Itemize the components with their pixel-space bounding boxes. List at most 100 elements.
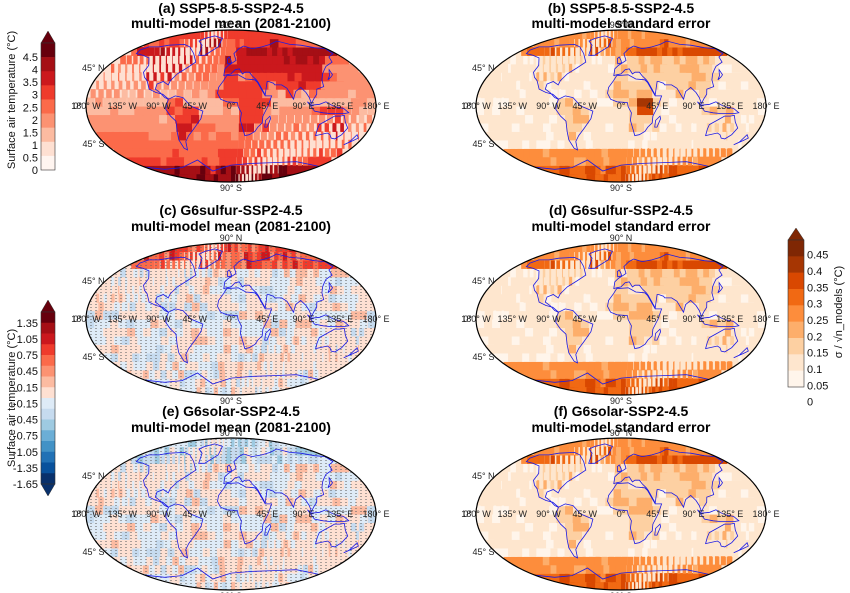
field-cell bbox=[621, 556, 628, 566]
field-cell bbox=[193, 80, 201, 90]
field-cell bbox=[573, 522, 583, 532]
field-cell bbox=[565, 310, 574, 320]
field-cell bbox=[621, 378, 626, 388]
field-cell bbox=[509, 114, 521, 124]
field-cell bbox=[553, 488, 560, 498]
field-cell bbox=[178, 55, 180, 65]
field-cell bbox=[185, 63, 190, 73]
field-cell bbox=[544, 259, 550, 269]
field-cell bbox=[542, 497, 550, 507]
field-cell bbox=[661, 319, 670, 329]
colorbar-swatch bbox=[41, 473, 55, 485]
field-cell bbox=[184, 89, 192, 99]
field-cell bbox=[204, 148, 214, 158]
field-cell bbox=[675, 335, 682, 345]
field-cell bbox=[585, 38, 588, 48]
field-cell bbox=[574, 268, 576, 278]
field-cell bbox=[638, 173, 639, 182]
field-cell bbox=[120, 55, 126, 65]
field-cell bbox=[691, 530, 697, 540]
colorbar-tick-label: 1.05 bbox=[17, 334, 38, 346]
field-cell bbox=[677, 573, 684, 583]
field-cell bbox=[597, 530, 607, 540]
coastline-africa bbox=[607, 287, 663, 350]
field-cell bbox=[724, 114, 731, 124]
field-cell bbox=[748, 505, 759, 515]
lon-tick-label: 90° W bbox=[536, 509, 561, 519]
field-cell bbox=[709, 148, 713, 158]
field-cell bbox=[254, 156, 258, 166]
field-cell bbox=[559, 446, 566, 456]
field-cell bbox=[246, 165, 249, 175]
field-cell bbox=[540, 514, 550, 524]
field-cell bbox=[636, 122, 645, 132]
field-cell bbox=[561, 131, 573, 141]
field-cell bbox=[612, 514, 622, 524]
field-cell bbox=[350, 131, 352, 141]
field-cell bbox=[714, 361, 720, 371]
field-cell bbox=[160, 46, 165, 56]
field-cell bbox=[649, 139, 655, 149]
field-cell bbox=[493, 293, 497, 303]
field-cell bbox=[596, 514, 606, 524]
field-cell bbox=[609, 463, 616, 473]
field-cell bbox=[634, 276, 643, 286]
field-cell bbox=[712, 352, 714, 362]
coastline-japan bbox=[327, 281, 333, 294]
field-cell bbox=[656, 369, 658, 379]
field-cell bbox=[367, 106, 376, 116]
colorbar-tick-label: -1.65 bbox=[13, 479, 38, 491]
field-cell bbox=[515, 471, 518, 481]
field-cell bbox=[677, 72, 690, 82]
field-cell bbox=[645, 581, 648, 590]
field-cell bbox=[308, 72, 322, 82]
lon-tick-label: 45° E bbox=[646, 101, 668, 111]
field-cell bbox=[592, 480, 600, 490]
field-cell bbox=[480, 89, 486, 99]
field-cell bbox=[544, 46, 550, 56]
coastline-south-america bbox=[555, 308, 594, 364]
field-cell bbox=[301, 72, 314, 82]
coastline-greenland bbox=[588, 443, 613, 464]
field-cell bbox=[714, 556, 720, 566]
field-cell bbox=[226, 38, 232, 48]
field-cell bbox=[660, 471, 672, 481]
field-cell bbox=[508, 131, 523, 141]
field-cell bbox=[748, 327, 755, 337]
coastline-madagascar bbox=[654, 115, 662, 128]
field-cell bbox=[613, 547, 622, 557]
field-cell bbox=[636, 335, 645, 345]
field-cell bbox=[529, 463, 534, 473]
field-cell bbox=[706, 530, 712, 540]
colorbar-tick-label: 0.35 bbox=[807, 282, 828, 294]
field-cell bbox=[285, 122, 292, 132]
field-cell bbox=[363, 122, 367, 132]
field-cell bbox=[127, 114, 138, 124]
lon-tick-label: 180° E bbox=[752, 509, 779, 519]
lat-tick-label: 45° N bbox=[82, 276, 105, 286]
field-cell bbox=[341, 139, 345, 149]
field-cell bbox=[629, 386, 632, 395]
field-cell bbox=[679, 471, 693, 481]
field-cell bbox=[666, 276, 679, 286]
panel-f-title: (f) G6solar-SSP2-4.5 bbox=[554, 403, 689, 419]
field-cell bbox=[703, 539, 707, 549]
coastline-new-zealand bbox=[733, 346, 749, 359]
field-cell bbox=[718, 547, 721, 557]
field-cell bbox=[565, 505, 574, 515]
field-cell bbox=[525, 114, 536, 124]
field-cell bbox=[692, 156, 698, 166]
field-cell bbox=[691, 480, 704, 490]
field-cell bbox=[549, 63, 552, 73]
field-cell bbox=[260, 80, 271, 90]
field-cell bbox=[543, 139, 557, 149]
field-cell bbox=[295, 148, 297, 158]
field-cell bbox=[541, 327, 552, 337]
coastline-indonesia bbox=[697, 509, 740, 522]
field-cell bbox=[644, 463, 655, 473]
field-cell bbox=[741, 514, 750, 524]
field-cell bbox=[536, 55, 540, 65]
field-cell bbox=[745, 122, 749, 132]
field-cell bbox=[636, 97, 646, 107]
field-cell bbox=[753, 335, 757, 345]
